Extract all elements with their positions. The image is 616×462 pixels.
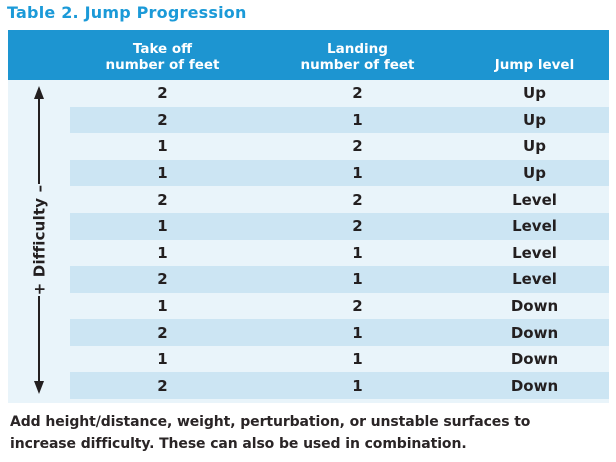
table-row: 2 1 Level (70, 266, 609, 293)
cell-landing: 2 (352, 217, 363, 236)
cell-jump-level: Up (523, 110, 546, 129)
header-cell-landing: Landing number of feet (255, 30, 460, 80)
header-cell-jump-level: Jump level (460, 30, 609, 80)
cell-jump-level: Up (523, 137, 546, 156)
table-header-row: Take off number of feet Landing number o… (8, 30, 609, 80)
table-row: 1 1 Down (70, 345, 609, 373)
cell-jump-level: Down (510, 376, 559, 395)
cell-takeoff: 1 (157, 217, 168, 236)
cell-takeoff: 2 (157, 110, 168, 129)
cell-jump-level: Level (512, 217, 557, 236)
difficulty-axis-label: + Difficulty – (30, 184, 49, 296)
cell-jump-level: Down (510, 323, 559, 342)
cell-takeoff: 2 (157, 270, 168, 289)
cell-takeoff: 2 (157, 376, 168, 395)
cell-landing: 1 (352, 270, 363, 289)
cell-jump-level: Down (510, 350, 559, 369)
arrow-up-icon (8, 86, 70, 184)
cell-jump-level: Up (523, 84, 546, 103)
table-row: 1 1 Level (70, 239, 609, 267)
table-bottom-strip (70, 399, 609, 403)
header-cell-takeoff: Take off number of feet (70, 30, 255, 80)
cell-landing: 1 (352, 350, 363, 369)
cell-landing: 1 (352, 323, 363, 342)
cell-takeoff: 1 (157, 164, 168, 183)
footnote-line1: Add height/distance, weight, perturbatio… (10, 414, 531, 430)
table-body: + Difficulty – 2 2 Up 2 1 Up (8, 80, 609, 403)
cell-landing: 1 (352, 243, 363, 262)
cell-landing: 2 (352, 190, 363, 209)
cell-takeoff: 1 (157, 350, 168, 369)
cell-landing: 2 (352, 296, 363, 315)
cell-takeoff: 2 (157, 190, 168, 209)
cell-jump-level: Level (512, 243, 557, 262)
jump-progression-table: Take off number of feet Landing number o… (8, 30, 609, 403)
cell-takeoff: 1 (157, 137, 168, 156)
difficulty-axis-column: + Difficulty – (8, 80, 70, 403)
table-row: 2 1 Down (70, 372, 609, 399)
table-row: 1 2 Down (70, 292, 609, 320)
table-row: 1 1 Up (70, 159, 609, 187)
difficulty-axis-label-box: + Difficulty – (8, 184, 70, 296)
cell-landing: 1 (352, 110, 363, 129)
table-row: 1 2 Up (70, 133, 609, 160)
cell-landing: 1 (352, 376, 363, 395)
cell-landing: 2 (352, 137, 363, 156)
table-row: 2 2 Level (70, 186, 609, 213)
table-rows: 2 2 Up 2 1 Up 1 2 Up 1 1 Up (70, 80, 609, 403)
arrow-down-icon (8, 296, 70, 394)
table-row: 1 2 Level (70, 212, 609, 240)
table-row: 2 1 Down (70, 319, 609, 346)
header-cell-difficulty-spacer (8, 30, 70, 80)
cell-jump-level: Up (523, 164, 546, 183)
header-takeoff-line1: Take off (132, 41, 193, 57)
header-landing-line2: number of feet (300, 57, 415, 73)
header-takeoff-line2: number of feet (105, 57, 220, 73)
table-footnote: Add height/distance, weight, perturbatio… (10, 411, 530, 455)
table-row: 2 2 Up (70, 80, 609, 107)
cell-jump-level: Down (510, 296, 559, 315)
page-title: Table 2. Jump Progression (7, 3, 247, 22)
footnote-line2: increase difficulty. These can also be u… (10, 436, 467, 452)
header-landing-line1: Landing (327, 41, 388, 57)
cell-takeoff: 2 (157, 84, 168, 103)
cell-jump-level: Level (512, 190, 557, 209)
cell-jump-level: Level (512, 270, 557, 289)
header-jump-level-label: Jump level (494, 57, 575, 73)
cell-takeoff: 1 (157, 296, 168, 315)
cell-landing: 1 (352, 164, 363, 183)
table-row: 2 1 Up (70, 106, 609, 134)
cell-takeoff: 2 (157, 323, 168, 342)
cell-takeoff: 1 (157, 243, 168, 262)
cell-landing: 2 (352, 84, 363, 103)
